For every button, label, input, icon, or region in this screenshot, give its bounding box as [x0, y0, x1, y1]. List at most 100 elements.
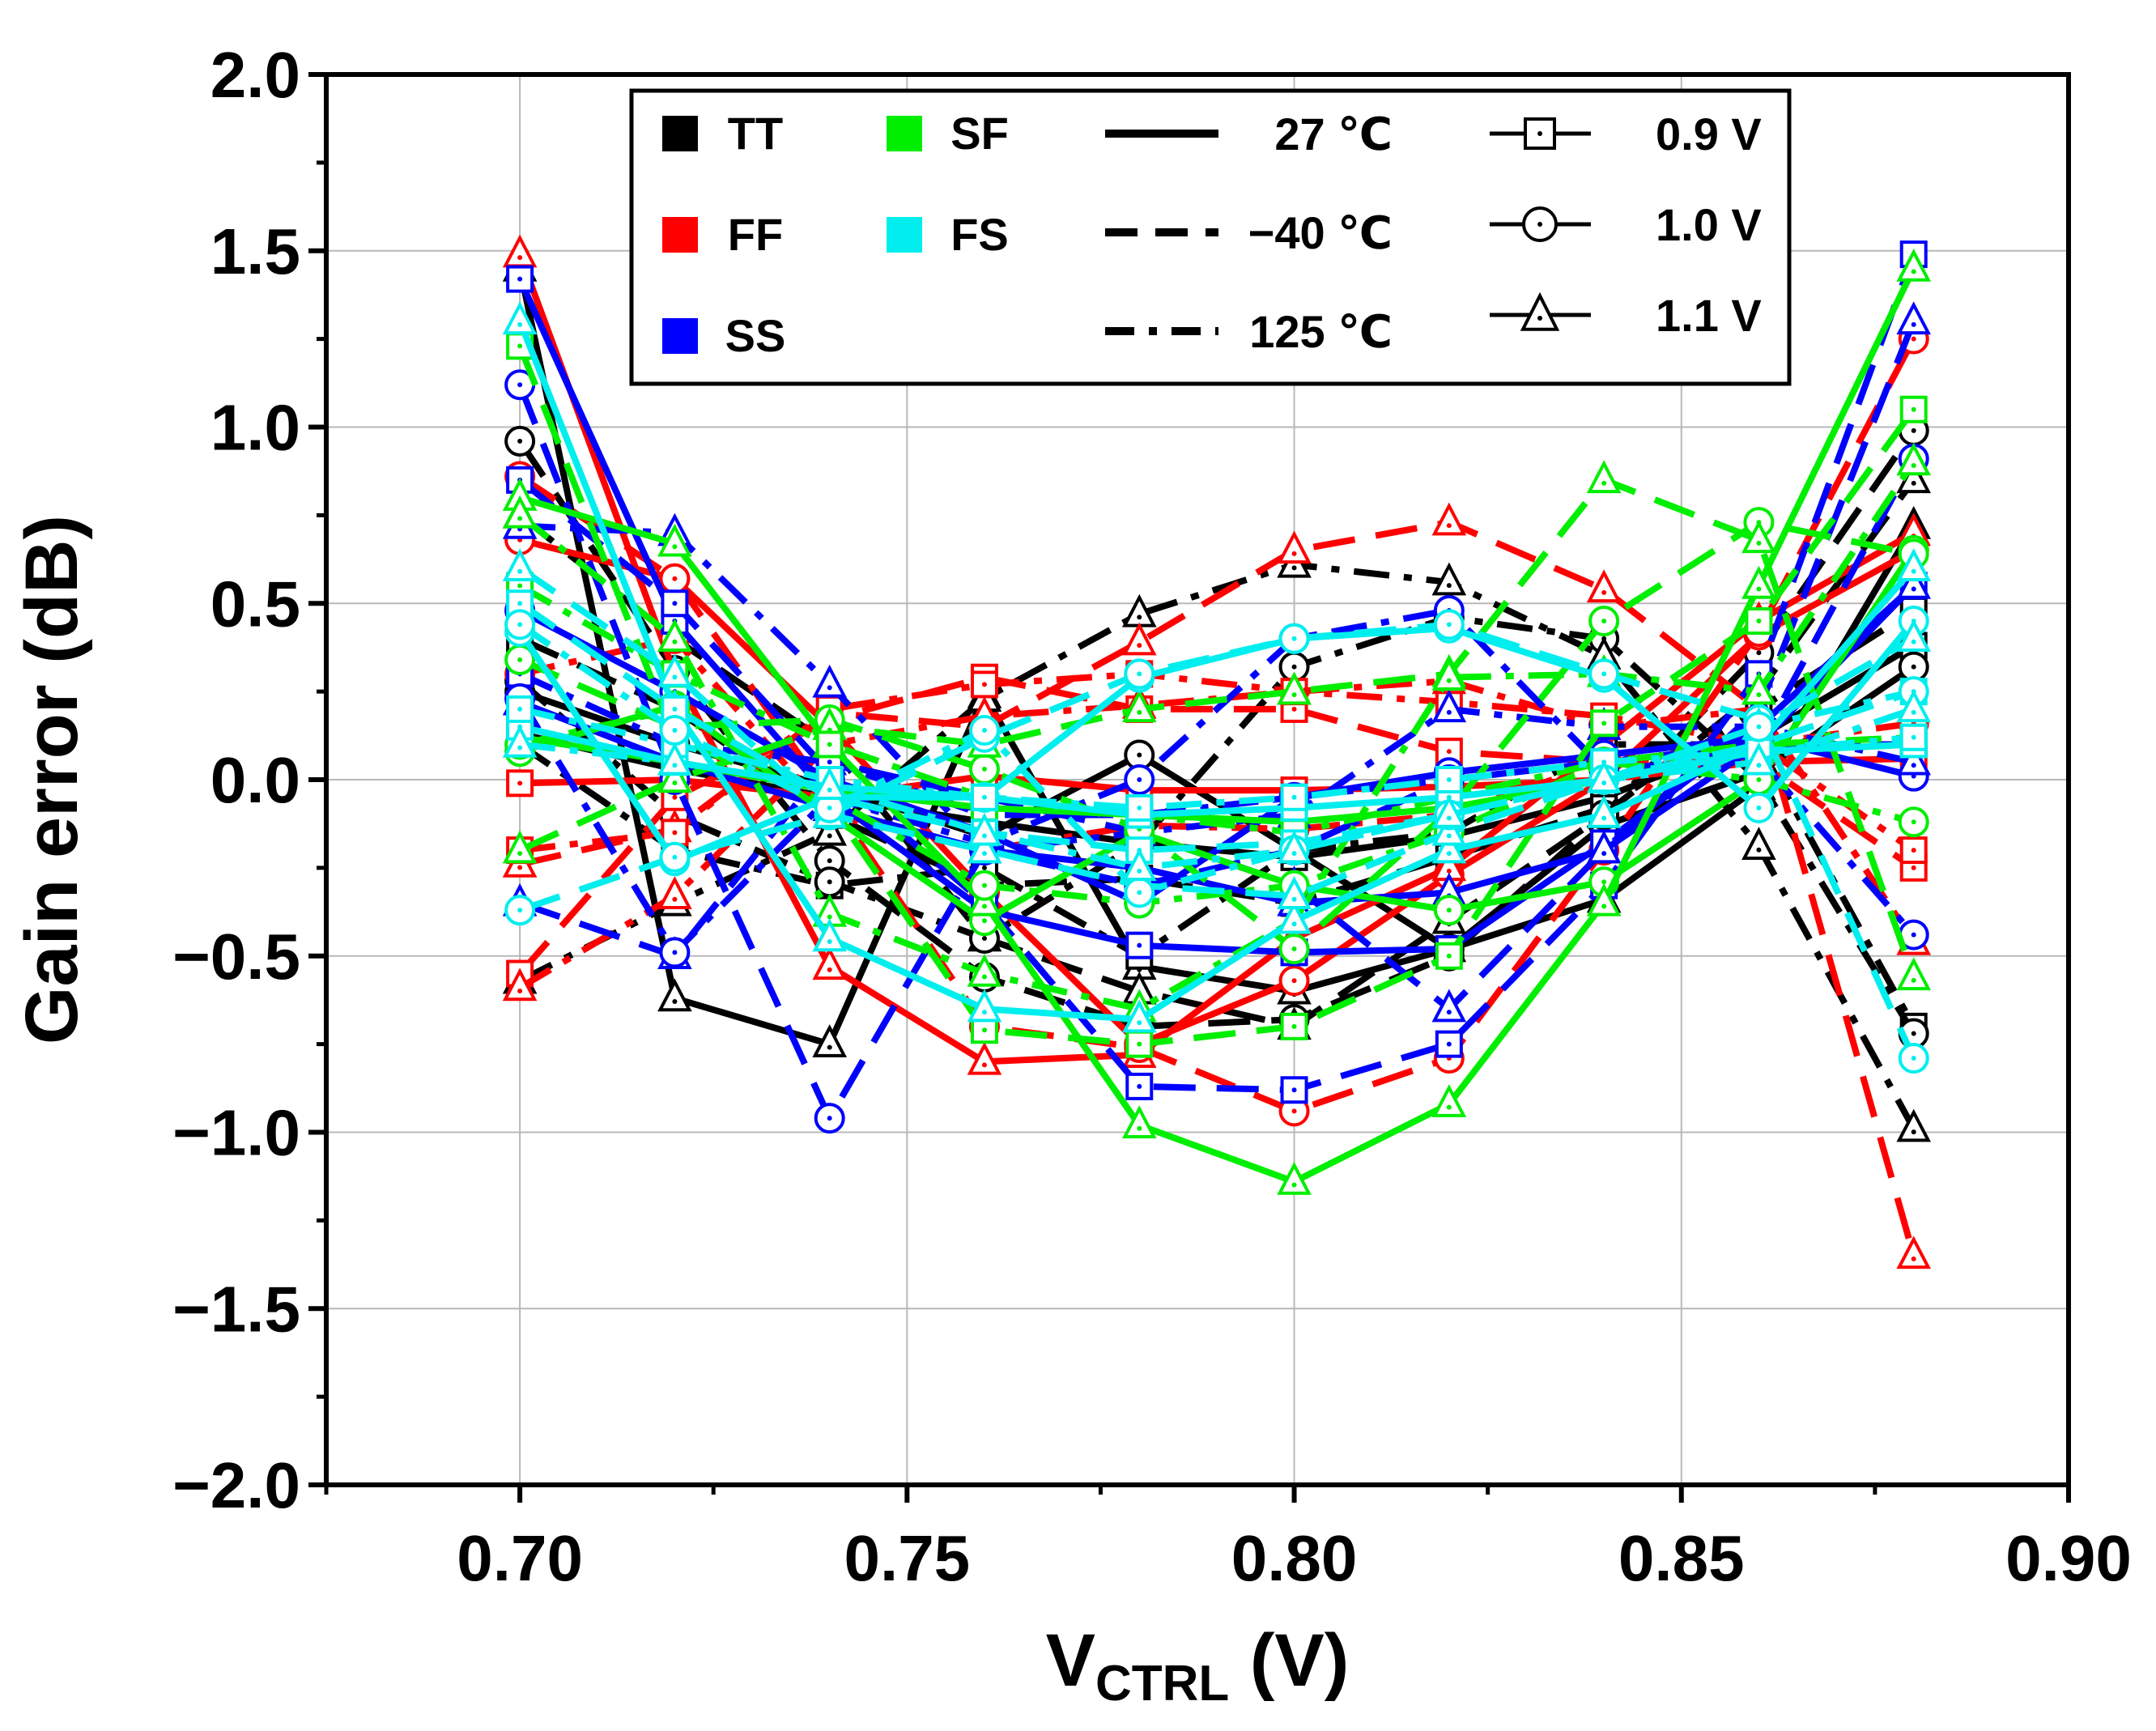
data-point-dot: [1911, 932, 1916, 938]
data-point: [657, 523, 692, 557]
data-point: [1431, 502, 1467, 536]
data-point-dot: [981, 851, 987, 857]
y-tick-label: 1.5: [210, 215, 300, 287]
data-point-dot: [1911, 865, 1916, 870]
data-point: [657, 759, 692, 793]
data-point: [1121, 848, 1157, 882]
data-point-dot: [827, 858, 832, 864]
data-point-dot: [1756, 763, 1762, 768]
legend-voltage-marker-dot: [1537, 222, 1542, 227]
data-point: [967, 953, 1002, 987]
data-point-dot: [981, 1010, 987, 1015]
data-point-dot: [1756, 805, 1762, 810]
data-point-dot: [1137, 1041, 1142, 1047]
data-point: [1590, 709, 1618, 738]
data-point: [1280, 783, 1308, 811]
data-point-dot: [981, 865, 987, 870]
legend-label-sf: SF: [950, 108, 1009, 159]
data-point: [1741, 520, 1776, 554]
x-tick-label: 0.75: [844, 1522, 970, 1594]
data-point: [657, 653, 692, 687]
data-point-dot: [1446, 908, 1452, 913]
series-layer: [502, 234, 1932, 1270]
legend-label-fs: FS: [950, 209, 1009, 260]
data-point-dot: [672, 950, 678, 955]
data-point: [1435, 766, 1463, 793]
y-tick-label: 0.0: [210, 744, 300, 816]
data-point: [1741, 827, 1776, 860]
data-point: [1121, 689, 1157, 723]
data-point-dot: [1911, 1256, 1916, 1261]
y-tick-label: −1.0: [172, 1097, 300, 1169]
data-point: [815, 730, 844, 759]
data-point: [1121, 1105, 1157, 1139]
data-point-dot: [1601, 904, 1607, 909]
legend-voltage-label: 1.1 V: [1656, 290, 1762, 341]
legend-label-tt: TT: [728, 108, 783, 159]
data-point-dot: [1911, 269, 1916, 274]
data-point-dot: [1446, 1104, 1452, 1110]
data-point-dot: [672, 544, 678, 550]
data-point-dot: [1601, 671, 1607, 677]
data-point-dot: [827, 685, 832, 691]
x-tick-label: 0.90: [2005, 1522, 2132, 1594]
series-line: [517, 383, 1917, 1122]
data-point-dot: [517, 988, 523, 993]
y-tick-label: −1.5: [172, 1273, 300, 1345]
data-point-dot: [1291, 551, 1297, 556]
data-point-dot: [1137, 752, 1142, 758]
data-point-dot: [672, 999, 678, 1005]
data-point: [1277, 900, 1312, 934]
data-point-dot: [827, 938, 832, 944]
data-point-dot: [1911, 586, 1916, 592]
data-point-dot: [1911, 734, 1916, 740]
data-point-dot: [1601, 851, 1607, 857]
data-point-dot: [827, 1044, 832, 1050]
series-line: [518, 583, 1916, 907]
data-point-dot: [1137, 615, 1142, 620]
x-axis-title-unit: (V): [1229, 1619, 1349, 1702]
data-point: [657, 876, 692, 909]
data-point-dot: [1446, 622, 1452, 627]
data-point: [812, 946, 847, 980]
data-point-dot: [1911, 480, 1916, 486]
data-point: [1277, 671, 1312, 705]
data-point-dot: [1137, 671, 1142, 677]
data-point-dot: [1756, 650, 1762, 656]
data-point-dot: [1291, 664, 1297, 670]
data-point-dot: [517, 568, 523, 574]
data-point-dot: [1137, 1083, 1142, 1089]
data-point-dot: [1291, 978, 1297, 984]
data-point-dot: [1911, 568, 1916, 574]
data-point-dot: [1446, 815, 1452, 821]
data-point: [1277, 876, 1312, 909]
data-point-dot: [1137, 709, 1142, 715]
data-point-dot: [517, 865, 523, 870]
data-point: [1277, 530, 1312, 564]
data-point: [1741, 742, 1776, 776]
data-point-dot: [1911, 819, 1916, 825]
data-point: [1741, 565, 1776, 599]
data-point-dot: [672, 674, 678, 680]
data-point-dot: [1601, 780, 1607, 785]
legend-swatch-ff: [662, 217, 698, 253]
data-point-dot: [1291, 946, 1297, 952]
data-point-dot: [1291, 1023, 1297, 1029]
data-point: [1431, 689, 1467, 723]
data-point-dot: [1291, 1087, 1297, 1093]
data-point-dot: [1446, 1041, 1452, 1047]
data-point: [1896, 565, 1932, 599]
data-point-dot: [981, 935, 987, 941]
series-FS-125C-1.0V: [504, 609, 1929, 908]
series-line: [517, 622, 1915, 896]
data-point-dot: [1137, 643, 1142, 649]
data-point: [1586, 569, 1622, 603]
data-point: [1896, 619, 1932, 653]
data-point-dot: [1756, 692, 1762, 698]
data-point-dot: [1601, 815, 1607, 821]
legend-voltage-label: 1.0 V: [1656, 199, 1762, 250]
data-point: [812, 1024, 847, 1057]
data-point-dot: [517, 908, 523, 913]
series-line: [517, 600, 1916, 854]
data-point: [1586, 759, 1622, 793]
